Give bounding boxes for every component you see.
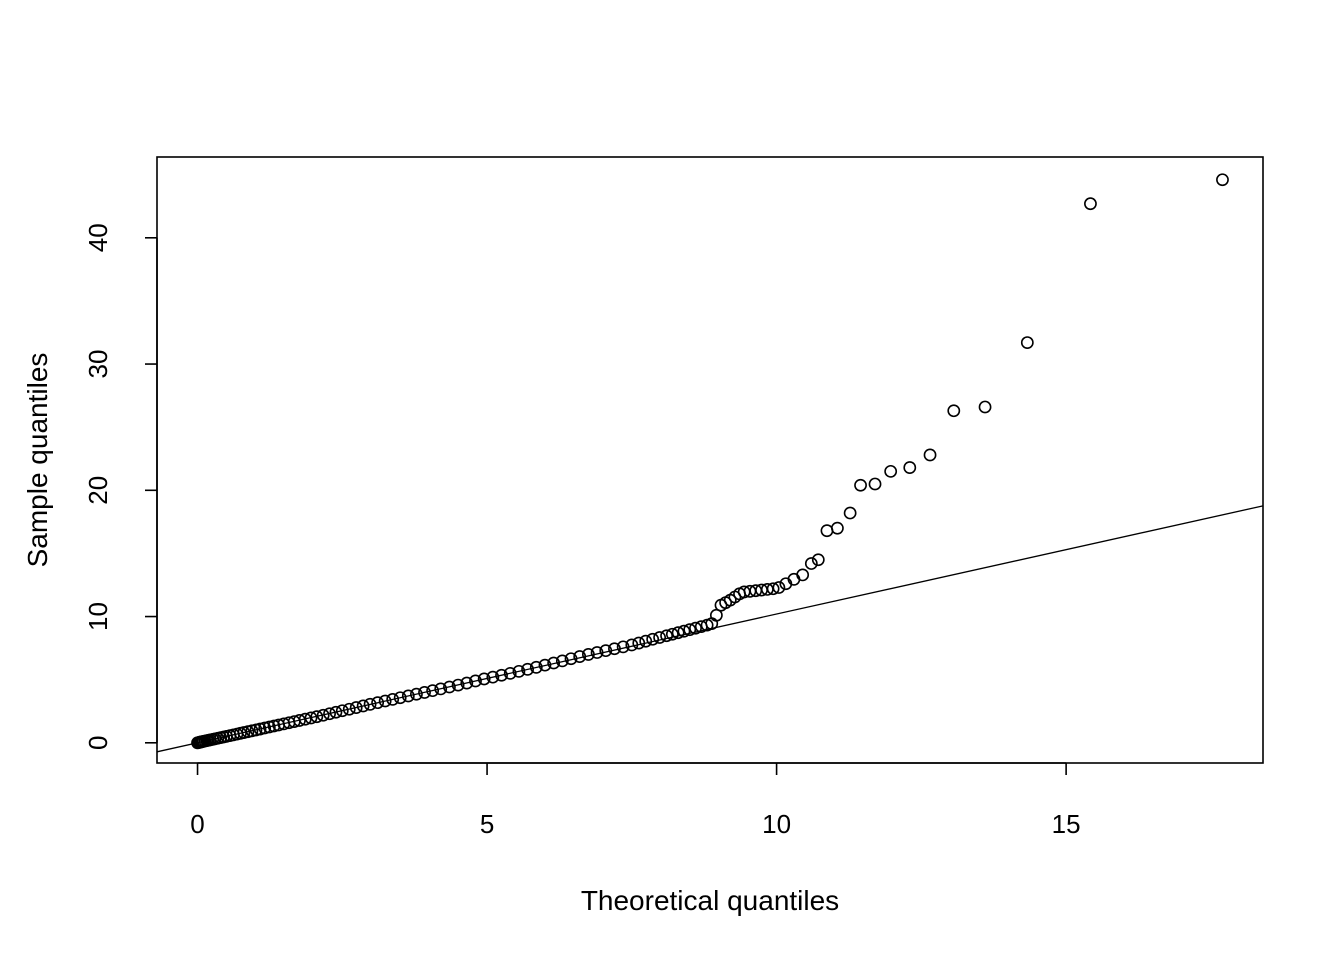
data-point (1020, 336, 1034, 349)
data-point (854, 478, 867, 492)
data-points (191, 173, 1229, 750)
data-point (298, 712, 312, 726)
data-point (267, 719, 281, 733)
data-point (529, 660, 543, 674)
data-point (323, 707, 336, 721)
data-point (477, 672, 491, 686)
data-point (639, 634, 653, 648)
data-point (329, 705, 343, 719)
data-point (258, 721, 272, 735)
data-point (293, 714, 306, 727)
data-point (363, 697, 377, 711)
data-point (521, 662, 534, 676)
x-axis: 0 5 10 15 (190, 762, 1081, 839)
y-tick-label: 10 (83, 602, 113, 631)
data-point (386, 692, 400, 706)
data-point (460, 676, 474, 690)
data-point (683, 623, 697, 637)
y-axis: 0 10 20 30 40 (83, 223, 158, 750)
data-point (830, 521, 844, 535)
y-tick-label: 0 (83, 736, 113, 750)
data-point (646, 632, 660, 646)
y-axis-title: Sample quantiles (22, 353, 53, 568)
data-point (653, 631, 667, 644)
data-point (310, 710, 324, 724)
data-point (443, 680, 456, 694)
data-point (689, 621, 702, 635)
data-point (451, 678, 465, 692)
x-axis-title: Theoretical quantiles (581, 885, 839, 916)
data-point (843, 506, 857, 520)
plot-frame (156, 156, 1264, 764)
data-point (660, 629, 673, 643)
data-point (804, 557, 818, 570)
reference-line (156, 505, 1264, 753)
data-point (665, 627, 679, 641)
data-point (469, 674, 482, 688)
x-tick-label: 0 (190, 809, 204, 839)
data-point (393, 691, 407, 705)
data-point (512, 664, 526, 678)
data-point (356, 699, 370, 713)
x-tick-label: 5 (480, 809, 494, 839)
data-point (811, 553, 825, 567)
data-point (486, 670, 500, 684)
data-point (401, 689, 415, 703)
data-point (253, 722, 267, 736)
data-point (947, 404, 961, 418)
data-point (342, 702, 356, 716)
data-point (349, 701, 363, 714)
data-point (903, 461, 917, 474)
data-point (316, 708, 330, 722)
y-tick-label: 20 (83, 476, 113, 505)
data-point (1084, 197, 1097, 211)
data-point (538, 658, 552, 672)
data-point (418, 686, 431, 699)
data-point (709, 608, 723, 622)
data-point (671, 626, 685, 640)
data-point (426, 684, 440, 698)
data-point (335, 704, 349, 718)
data-point (772, 581, 786, 594)
reference-line-group (156, 505, 1264, 753)
data-point (677, 624, 691, 638)
x-tick-label: 10 (762, 809, 791, 839)
data-point (378, 694, 392, 708)
data-point (371, 696, 385, 710)
data-point (978, 400, 992, 414)
data-point (820, 524, 834, 538)
data-point (434, 682, 448, 696)
data-point (796, 568, 810, 582)
data-point (766, 582, 780, 596)
y-tick-label: 40 (83, 223, 113, 252)
data-point (868, 477, 882, 491)
data-point (1216, 173, 1229, 187)
data-point (262, 720, 276, 734)
data-point (503, 666, 517, 680)
data-point (304, 711, 318, 725)
data-point (884, 464, 898, 478)
data-point (410, 687, 423, 701)
y-tick-label: 30 (83, 350, 113, 379)
x-tick-label: 15 (1052, 809, 1081, 839)
data-point (923, 448, 937, 462)
data-point (495, 668, 508, 682)
data-point (632, 636, 646, 650)
